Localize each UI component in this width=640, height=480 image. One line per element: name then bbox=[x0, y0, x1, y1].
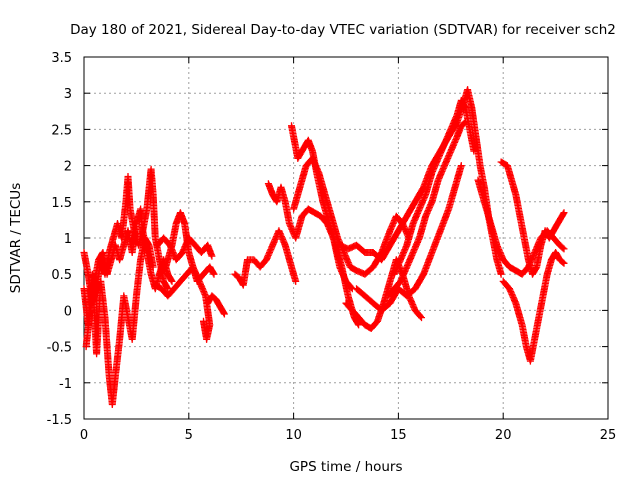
y-tick-labels: -1.5 -1 -0.5 0 0.5 1 1.5 2 2.5 3 3.5 bbox=[47, 51, 72, 428]
y-tick-label: -1 bbox=[59, 377, 72, 392]
data-series bbox=[80, 86, 568, 408]
series-sat-f bbox=[151, 263, 214, 343]
series-sat-n bbox=[390, 96, 478, 278]
x-tick-label: 20 bbox=[495, 428, 512, 443]
y-tick-label: 3 bbox=[64, 87, 72, 102]
x-tick-labels: 0 5 10 15 20 25 bbox=[80, 428, 616, 443]
y-tick-label: 2 bbox=[64, 160, 72, 175]
series-sat-c bbox=[82, 205, 176, 351]
x-tick-label: 10 bbox=[285, 428, 302, 443]
axis-ticks bbox=[83, 56, 609, 420]
x-tick-label: 5 bbox=[185, 428, 193, 443]
y-tick-label: 0 bbox=[64, 304, 72, 319]
y-tick-label: 0.5 bbox=[51, 268, 72, 283]
series-sat-s bbox=[499, 249, 568, 365]
y-tick-label: -1.5 bbox=[47, 413, 72, 428]
y-tick-label: 3.5 bbox=[51, 51, 72, 66]
x-axis-title: GPS time / hours bbox=[289, 459, 402, 475]
x-tick-label: 25 bbox=[600, 428, 617, 443]
y-tick-label: 1.5 bbox=[51, 196, 72, 211]
chart-title: Day 180 of 2021, Sidereal Day-to-day VTE… bbox=[70, 22, 616, 38]
y-axis-title: SDTVAR / TECUs bbox=[8, 183, 24, 293]
x-tick-label: 15 bbox=[390, 428, 407, 443]
series-sat-k bbox=[290, 154, 413, 278]
y-tick-label: -0.5 bbox=[47, 341, 72, 356]
series-sat-r bbox=[497, 158, 568, 278]
series-sat-p bbox=[353, 162, 465, 314]
series-sat-g bbox=[204, 292, 228, 318]
y-tick-label: 1 bbox=[64, 232, 72, 247]
series-sat-h bbox=[231, 227, 300, 289]
x-tick-label: 0 bbox=[80, 428, 88, 443]
y-tick-label: 2.5 bbox=[51, 123, 72, 138]
series-sat-o bbox=[384, 118, 469, 300]
